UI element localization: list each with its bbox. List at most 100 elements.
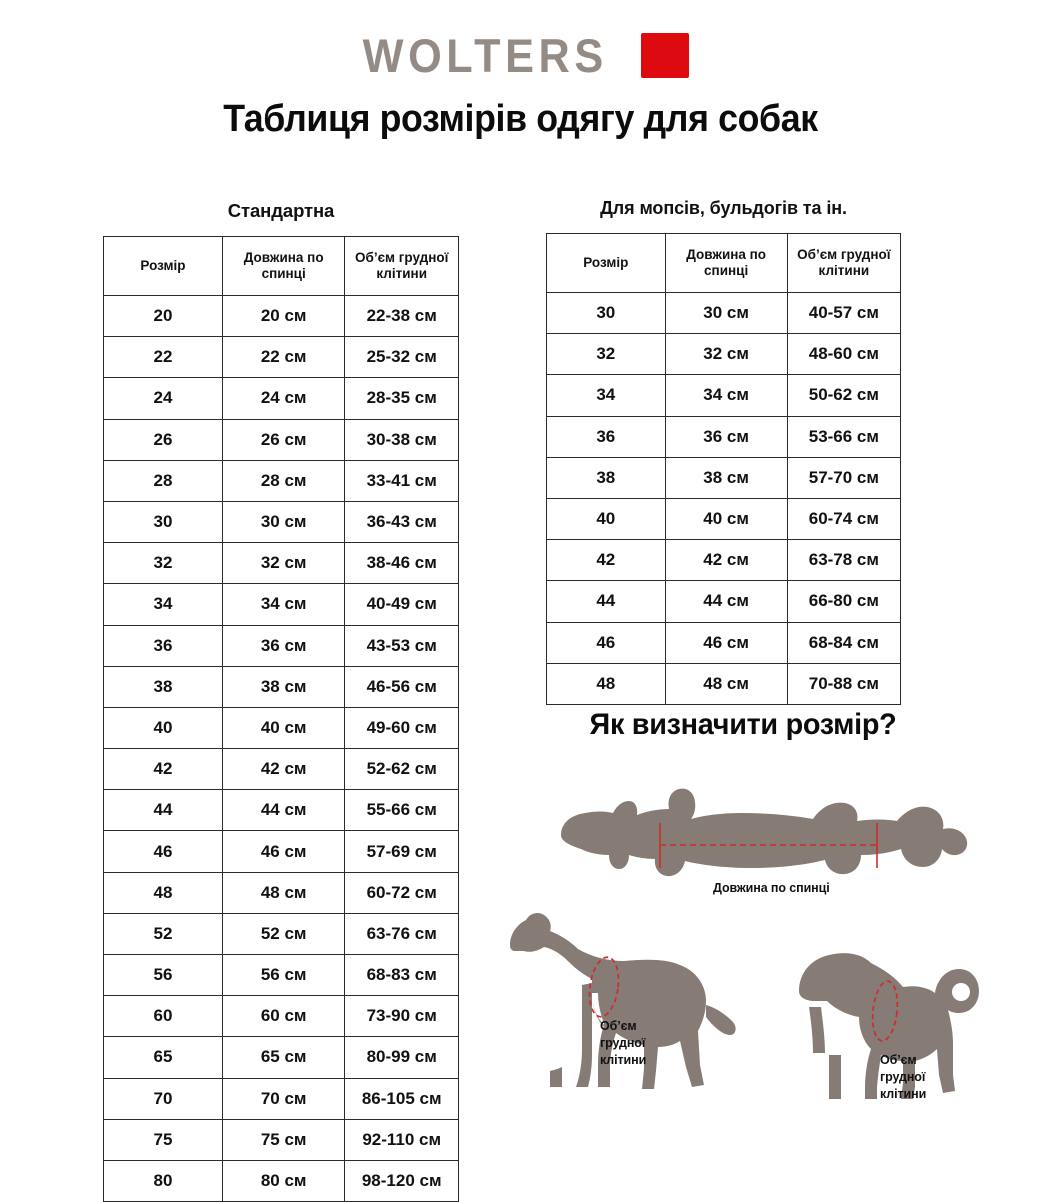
- brand-logo: WOLTERS: [0, 32, 1041, 79]
- table-row: 42 42 см 52-62 см: [103, 748, 459, 791]
- cell-back-length: 44 см: [664, 580, 788, 623]
- cell-chest-girth: 68-83 см: [344, 953, 459, 997]
- how-to-measure-title: Як визначити розмір?: [589, 708, 897, 741]
- cell-back-length: 46 см: [664, 621, 788, 664]
- cell-chest-girth: 57-69 см: [344, 830, 459, 873]
- table-row: 75 75 см 92-110 см: [103, 1118, 459, 1161]
- table-row: 70 70 см 86-105 см: [103, 1077, 459, 1120]
- table-row: 30 30 см 40-57 см: [546, 291, 902, 335]
- cell-chest-girth: 22-38 см: [344, 294, 459, 338]
- cell-back-length: 34 см: [664, 374, 788, 417]
- cell-chest-girth: 46-56 см: [344, 665, 459, 708]
- cell-back-length: 36 см: [664, 415, 788, 458]
- cell-back-length: 22 см: [221, 336, 346, 379]
- cell-back-length: 52 см: [221, 912, 346, 956]
- cell-size: 46: [546, 621, 666, 664]
- table-row: 46 46 см 68-84 см: [546, 621, 902, 664]
- cell-back-length: 48 см: [221, 871, 346, 914]
- brachycephalic-size-table: Розмір Довжина по спинці Об’єм грудної к…: [546, 233, 902, 705]
- table-row: 34 34 см 50-62 см: [546, 374, 902, 417]
- cell-size: 56: [103, 953, 223, 997]
- chest-girth-caption-pug: Об’єм грудної клітини: [880, 1053, 927, 1101]
- cell-chest-girth: 38-46 см: [344, 542, 459, 585]
- cell-chest-girth: 30-38 см: [344, 418, 459, 461]
- cell-chest-girth: 80-99 см: [344, 1036, 459, 1079]
- table-row: 52 52 см 63-76 см: [103, 912, 459, 956]
- how-to-measure-section: Як визначити розмір?: [528, 708, 958, 742]
- cell-chest-girth: 98-120 см: [344, 1159, 459, 1202]
- cell-back-length: 20 см: [221, 294, 346, 338]
- cell-size: 40: [546, 497, 666, 541]
- table-row: 40 40 см 60-74 см: [546, 497, 902, 541]
- cell-back-length: 48 см: [664, 662, 788, 705]
- cell-size: 22: [103, 336, 223, 379]
- cell-size: 24: [103, 377, 223, 420]
- cell-size: 36: [546, 415, 666, 458]
- cell-chest-girth: 63-78 см: [786, 539, 902, 582]
- cell-chest-girth: 66-80 см: [786, 580, 902, 623]
- cell-back-length: 42 см: [664, 539, 788, 582]
- table-row: 48 48 см 60-72 см: [103, 871, 459, 914]
- cell-size: 75: [103, 1118, 223, 1161]
- pug-side-view-illustration: [775, 935, 990, 1105]
- table-row: 44 44 см 66-80 см: [546, 580, 902, 623]
- table-row: 40 40 см 49-60 см: [103, 706, 459, 750]
- table-row: 30 30 см 36-43 см: [103, 500, 459, 544]
- cell-size: 26: [103, 418, 223, 461]
- table-row: 20 20 см 22-38 см: [103, 294, 459, 338]
- cell-size: 20: [103, 294, 223, 338]
- back-length-measure-line: [659, 823, 878, 868]
- cell-chest-girth: 36-43 см: [344, 500, 459, 544]
- cell-size: 42: [103, 748, 223, 791]
- cell-chest-girth: 28-35 см: [344, 377, 459, 420]
- cell-chest-girth: 49-60 см: [344, 706, 459, 750]
- cell-back-length: 32 см: [664, 333, 788, 376]
- large-dog-silhouette: [510, 912, 736, 1089]
- column-header-size: Розмір: [546, 233, 666, 293]
- table-row: 24 24 см 28-35 см: [103, 377, 459, 420]
- cell-size: 30: [546, 291, 666, 335]
- cell-back-length: 75 см: [221, 1118, 346, 1161]
- cell-size: 48: [546, 662, 666, 705]
- cell-chest-girth: 40-49 см: [344, 583, 459, 626]
- cell-size: 48: [103, 871, 223, 914]
- cell-size: 70: [103, 1077, 223, 1120]
- table-row: 80 80 см 98-120 см: [103, 1159, 459, 1202]
- table-row: 56 56 см 68-83 см: [103, 953, 459, 997]
- cell-chest-girth: 60-74 см: [786, 497, 902, 541]
- cell-back-length: 80 см: [221, 1159, 346, 1202]
- cell-back-length: 24 см: [221, 377, 346, 420]
- cell-back-length: 28 см: [221, 459, 346, 502]
- table-row: 38 38 см 46-56 см: [103, 665, 459, 708]
- cell-size: 32: [103, 542, 223, 585]
- cell-back-length: 56 см: [221, 953, 346, 997]
- column-header-length: Довжина по спинці: [664, 233, 788, 293]
- table-row: 38 38 см 57-70 см: [546, 456, 902, 499]
- cell-chest-girth: 33-41 см: [344, 459, 459, 502]
- cell-size: 44: [546, 580, 666, 623]
- cell-back-length: 40 см: [664, 497, 788, 541]
- cell-size: 80: [103, 1159, 223, 1202]
- column-header-length: Довжина по спинці: [221, 236, 346, 296]
- cell-chest-girth: 70-88 см: [786, 662, 902, 705]
- cell-chest-girth: 48-60 см: [786, 333, 902, 376]
- table-row: 48 48 см 70-88 см: [546, 662, 902, 705]
- cell-size: 36: [103, 624, 223, 667]
- cell-size: 40: [103, 706, 223, 750]
- cell-size: 65: [103, 1036, 223, 1079]
- brand-red-square-icon: [640, 33, 689, 78]
- table-row: 60 60 см 73-90 см: [103, 995, 459, 1038]
- table-header-row: Розмір Довжина по спинці Об’єм грудної к…: [103, 236, 459, 296]
- column-header-chest: Об’єм грудної клітини: [344, 236, 459, 296]
- cell-chest-girth: 43-53 см: [344, 624, 459, 667]
- cell-chest-girth: 73-90 см: [344, 995, 459, 1038]
- table-row: 65 65 см 80-99 см: [103, 1036, 459, 1079]
- cell-back-length: 42 см: [221, 748, 346, 791]
- table-row: 34 34 см 40-49 см: [103, 583, 459, 626]
- cell-back-length: 46 см: [221, 830, 346, 873]
- cell-back-length: 65 см: [221, 1036, 346, 1079]
- cell-back-length: 32 см: [221, 542, 346, 585]
- cell-size: 38: [103, 665, 223, 708]
- table-row: 44 44 см 55-66 см: [103, 789, 459, 832]
- cell-size: 42: [546, 539, 666, 582]
